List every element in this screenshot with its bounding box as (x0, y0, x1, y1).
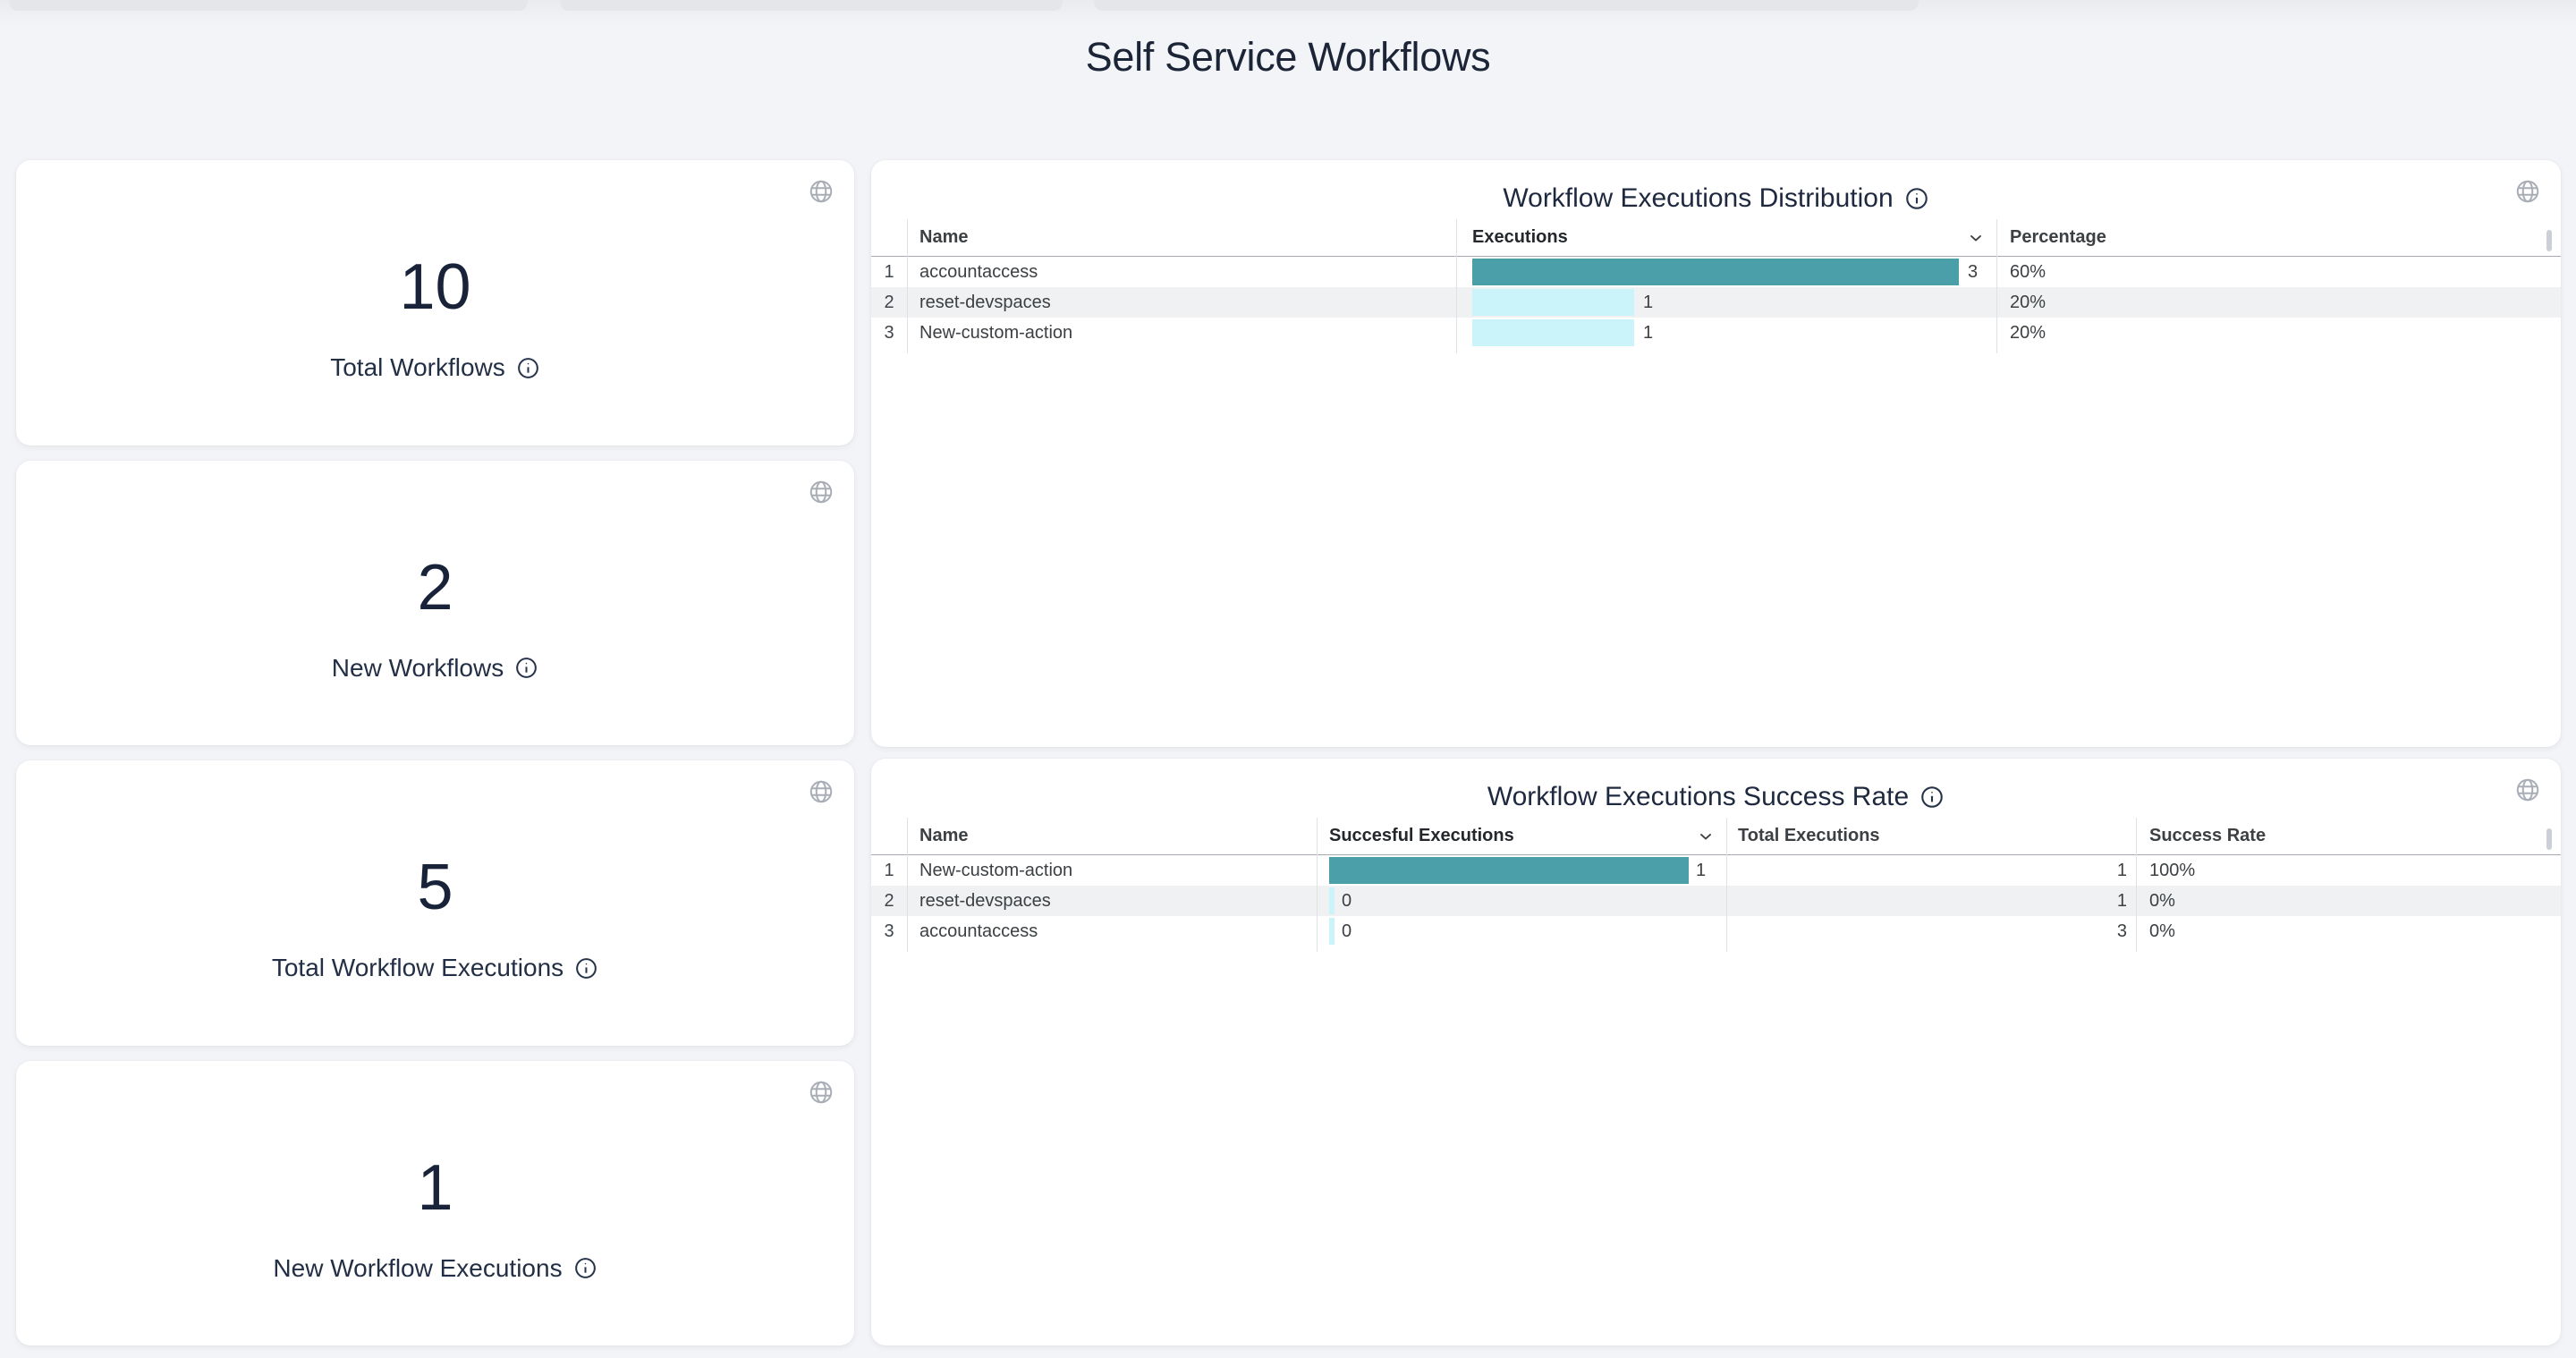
bar-value-label: 0 (1342, 921, 1352, 941)
globe-icon[interactable] (2514, 777, 2541, 803)
column-header-total-executions[interactable]: Total Executions (1738, 826, 1880, 845)
column-header-percentage[interactable]: Percentage (2010, 227, 2106, 247)
top-tab-placeholder (1094, 0, 1919, 11)
bar-value-label: 1 (1696, 860, 1707, 880)
stat-label: Total Workflow Executions (271, 954, 564, 982)
globe-icon[interactable] (808, 178, 835, 205)
stat-value: 10 (399, 251, 471, 324)
info-icon[interactable] (1919, 785, 1945, 810)
page-title: Self Service Workflows (1085, 34, 1491, 80)
table-cell: 3 (884, 322, 894, 343)
globe-icon[interactable] (808, 1079, 835, 1106)
table-header-row: Name Executions Percentage (871, 219, 2561, 257)
info-icon[interactable] (516, 356, 540, 380)
distribution-table-card: Workflow Executions Distribution Name Ex (871, 160, 2561, 747)
chevron-down-icon (1696, 827, 1716, 846)
table-cell: 1 (1456, 287, 1996, 318)
table-row: 2 reset-devspaces 1 20% (871, 287, 2561, 318)
column-header-executions[interactable]: Executions (1456, 219, 1996, 256)
stats-column: 10 Total Workflows (16, 160, 854, 1345)
info-icon[interactable] (1904, 186, 1929, 211)
distribution-table: Name Executions Percentage 1 accountacces… (871, 219, 2561, 353)
table-cell: 1 (1317, 855, 1726, 886)
execution-bar (1329, 918, 1335, 945)
table-cell: New-custom-action (919, 322, 1073, 343)
execution-bar (1329, 857, 1689, 884)
table-cell: 20% (2010, 322, 2046, 343)
stat-value: 1 (417, 1151, 453, 1224)
stat-value: 5 (417, 852, 453, 924)
table-cell: 1 (884, 860, 894, 880)
top-tab-placeholder (9, 0, 528, 11)
table-cell: 1 (2116, 860, 2127, 880)
globe-icon[interactable] (808, 778, 835, 805)
scrollbar-thumb[interactable] (2546, 828, 2552, 850)
execution-bar (1329, 887, 1335, 914)
table-cell: 2 (884, 890, 894, 911)
stat-value: 2 (417, 551, 453, 624)
bar-value-label: 1 (1643, 322, 1654, 343)
table-cell: 3 (1456, 257, 1996, 287)
table-cell: 20% (2010, 292, 2046, 312)
tables-column: Workflow Executions Distribution Name Ex (871, 160, 2561, 1345)
bar-value-label: 1 (1643, 292, 1654, 312)
stat-label: New Workflows (331, 653, 504, 682)
info-icon[interactable] (514, 656, 538, 680)
top-tab-placeholder (560, 0, 1063, 11)
info-icon[interactable] (574, 956, 598, 980)
chevron-down-icon (1966, 228, 1986, 248)
table-cell: 2 (884, 292, 894, 312)
table-row: 1 accountaccess 3 60% (871, 257, 2561, 287)
scrollbar-thumb[interactable] (2546, 230, 2552, 251)
bar-value-label: 3 (1968, 261, 1979, 282)
stat-label: New Workflow Executions (273, 1253, 563, 1282)
stat-label: Total Workflows (330, 353, 505, 382)
table-header-row: Name Succesful Executions Total Executio… (871, 818, 2561, 855)
success-rate-table: Name Succesful Executions Total Executio… (871, 818, 2561, 952)
table-cell: 1 (884, 261, 894, 282)
table-cell: 0% (2149, 890, 2175, 911)
table-row: 1 New-custom-action 1 1 100% (871, 855, 2561, 886)
table-cell: 3 (2116, 921, 2127, 941)
table-row: 2 reset-devspaces 0 1 0% (871, 886, 2561, 916)
table-cell: 0% (2149, 921, 2175, 941)
success-rate-table-card: Workflow Executions Success Rate Name (871, 759, 2561, 1345)
table-cell: reset-devspaces (919, 292, 1051, 312)
table-cell: accountaccess (919, 921, 1038, 941)
execution-bar (1472, 319, 1634, 346)
table-cell: 1 (2116, 890, 2127, 911)
table-row: 3 accountaccess 0 3 0% (871, 916, 2561, 946)
column-header-name[interactable]: Name (919, 227, 969, 247)
globe-icon[interactable] (808, 479, 835, 505)
table-title: Workflow Executions Distribution (1503, 183, 1894, 213)
table-rows: 1 New-custom-action 1 1 100% 2 reset-devspaces… (871, 855, 2561, 946)
bar-value-label: 0 (1342, 890, 1352, 911)
table-cell: 0 (1317, 886, 1726, 916)
stat-card-total-workflow-executions: 5 Total Workflow Executions (16, 760, 854, 1046)
table-rows: 1 accountaccess 3 60% 2 reset-devspaces 1 20% 3 N… (871, 257, 2561, 348)
table-title: Workflow Executions Success Rate (1487, 782, 1910, 811)
execution-bar (1472, 289, 1634, 316)
table-cell: 100% (2149, 860, 2196, 880)
table-cell: New-custom-action (919, 860, 1073, 880)
column-header-success-rate[interactable]: Success Rate (2149, 826, 2267, 845)
stat-card-new-workflow-executions: 1 New Workflow Executions (16, 1060, 854, 1345)
table-row: 3 New-custom-action 1 20% (871, 318, 2561, 348)
dashboard-content: 10 Total Workflows (16, 160, 2561, 1345)
table-cell: 3 (884, 921, 894, 941)
stat-card-new-workflows: 2 New Workflows (16, 460, 854, 745)
table-cell: accountaccess (919, 261, 1038, 282)
execution-bar (1472, 259, 1959, 285)
table-cell: reset-devspaces (919, 890, 1051, 911)
column-header-successful-executions[interactable]: Succesful Executions (1317, 818, 1726, 854)
info-icon[interactable] (573, 1256, 597, 1280)
table-cell: 1 (1456, 318, 1996, 348)
stat-card-total-workflows: 10 Total Workflows (16, 160, 854, 446)
table-cell: 0 (1317, 916, 1726, 946)
column-header-name[interactable]: Name (919, 826, 969, 845)
globe-icon[interactable] (2514, 178, 2541, 205)
table-cell: 60% (2010, 261, 2046, 282)
